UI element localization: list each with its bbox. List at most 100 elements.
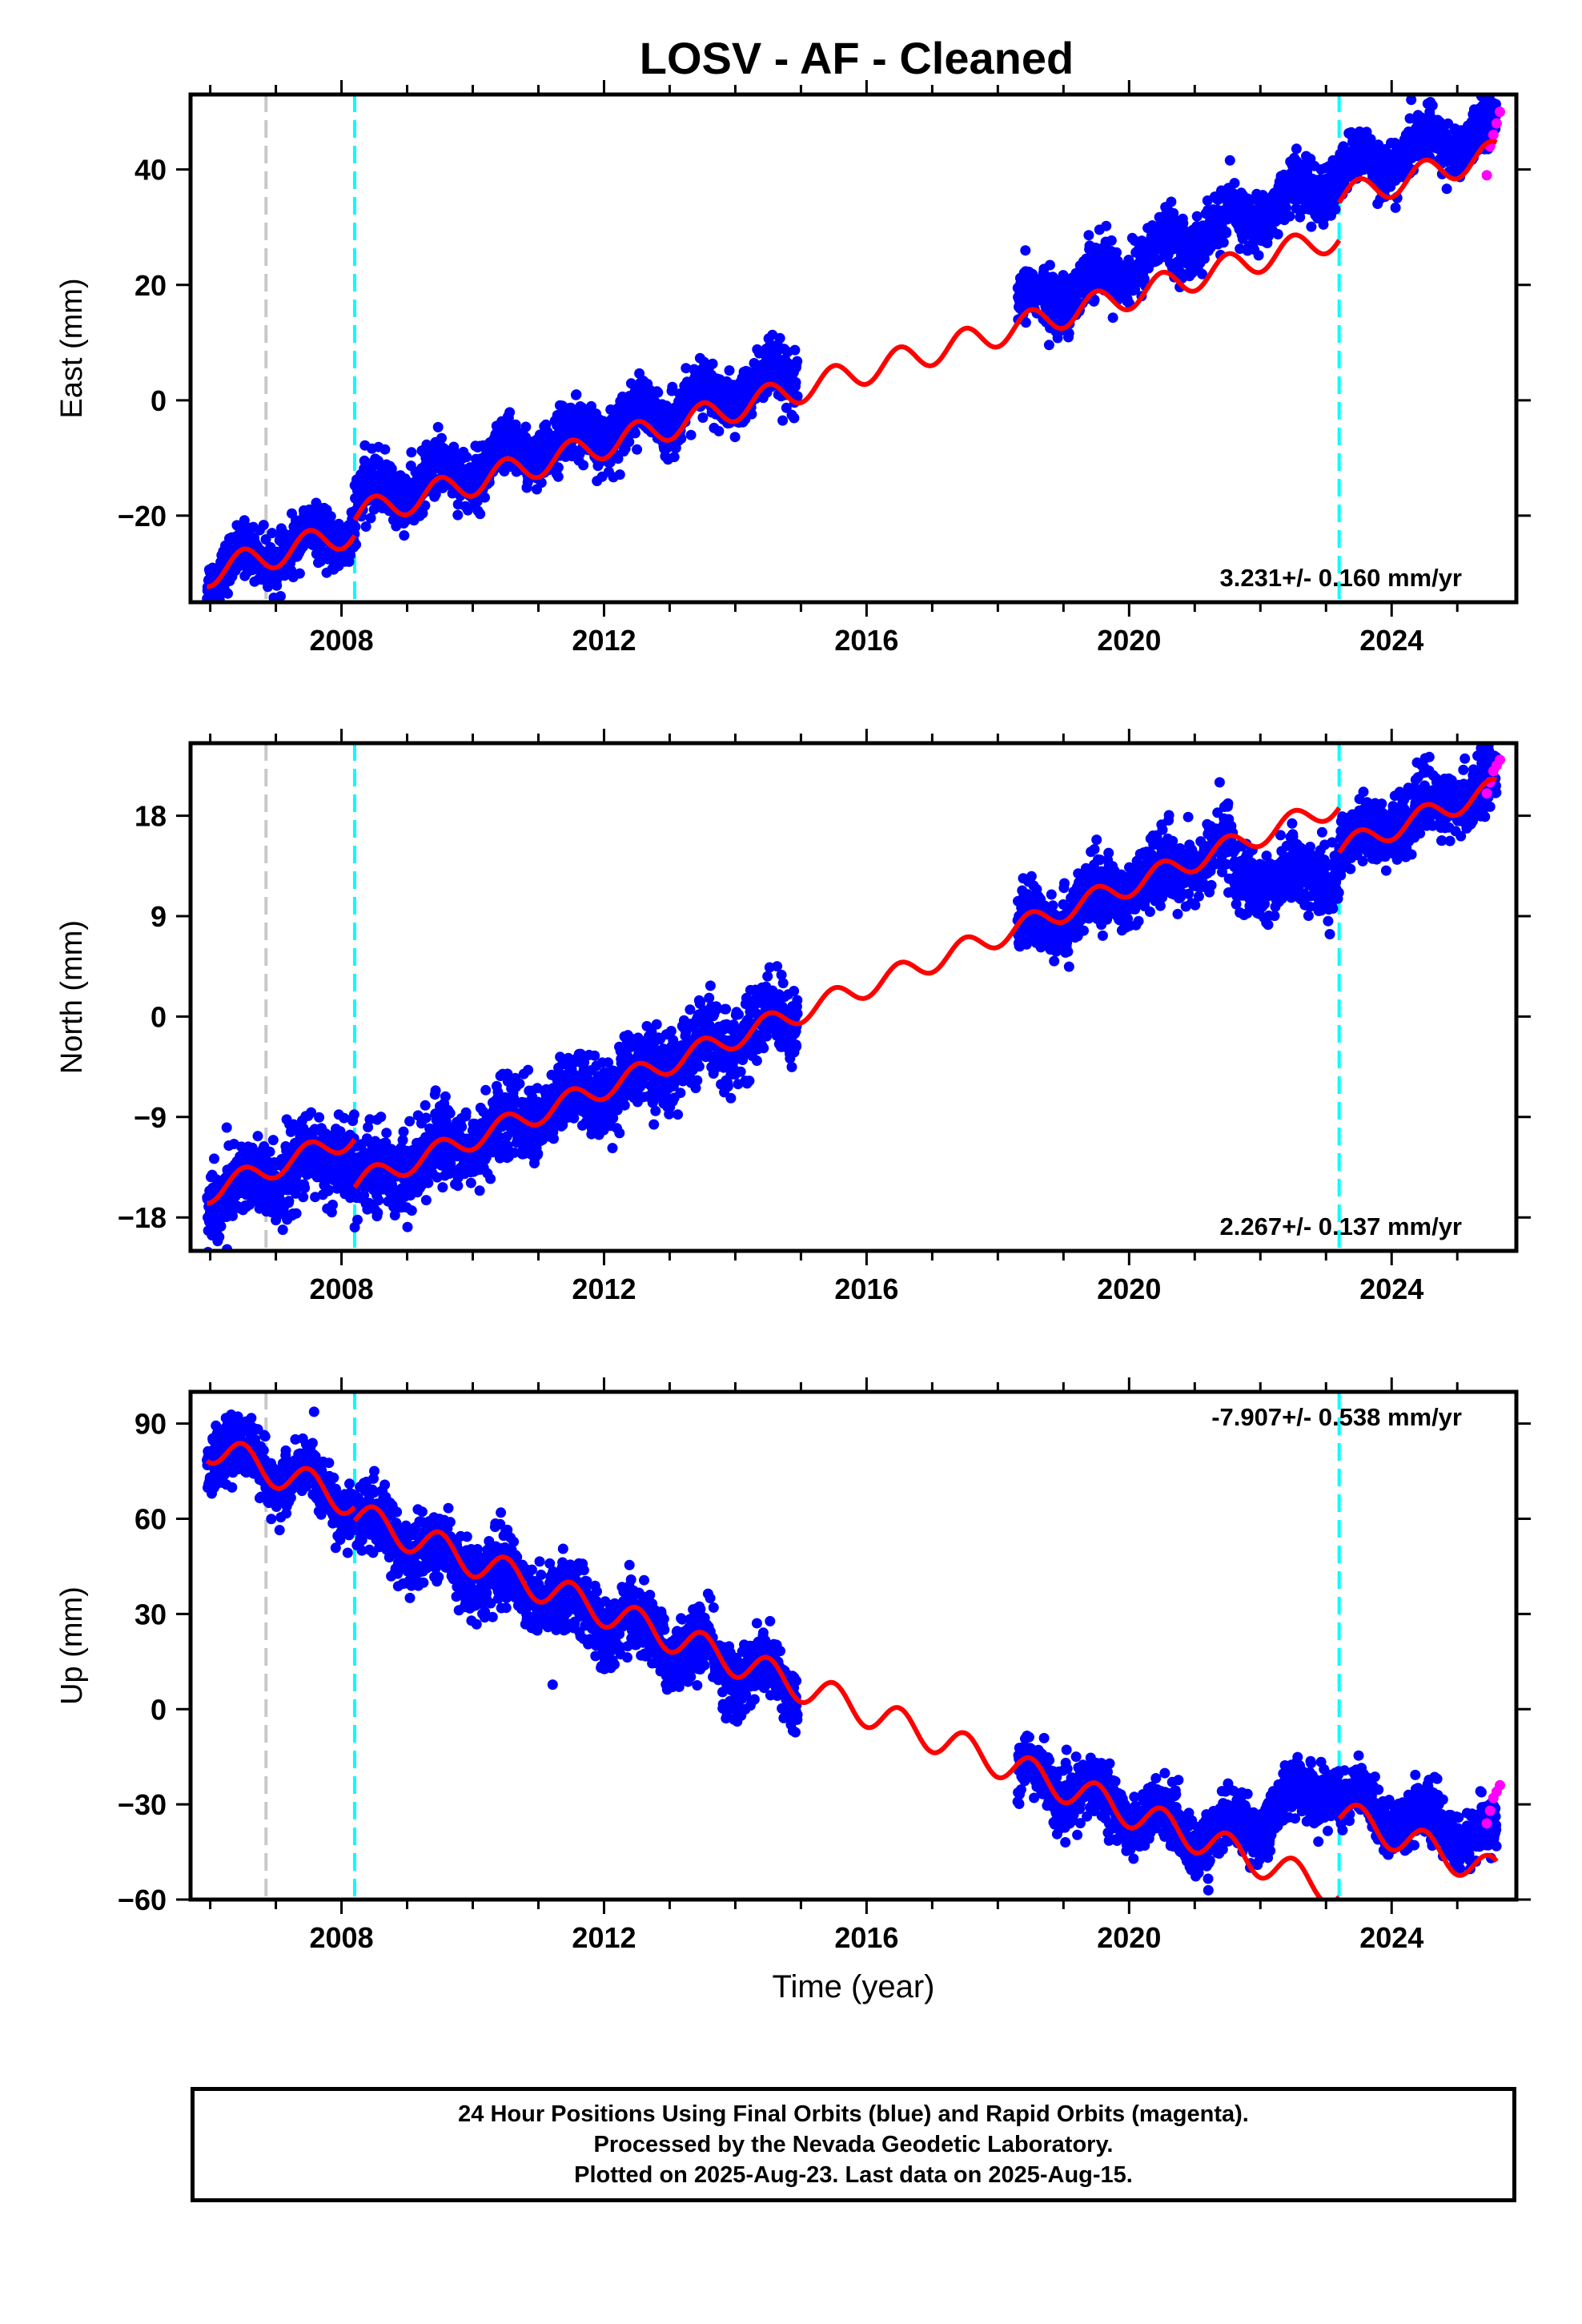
data-point xyxy=(1306,221,1317,232)
data-point xyxy=(624,436,635,448)
data-point xyxy=(586,400,596,412)
rapid-orbit-point xyxy=(1495,107,1505,118)
data-point xyxy=(612,453,624,464)
data-point xyxy=(1221,227,1232,239)
data-point xyxy=(448,441,460,452)
data-point xyxy=(480,1084,492,1096)
data-point xyxy=(348,1109,359,1120)
data-point xyxy=(381,1128,392,1139)
rapid-orbit-point xyxy=(1488,129,1499,140)
data-point xyxy=(713,425,725,436)
data-point xyxy=(252,1131,263,1142)
data-point xyxy=(1101,220,1112,231)
data-point xyxy=(475,509,486,520)
x-tick-label: 2016 xyxy=(834,624,898,657)
y-tick-label: 40 xyxy=(135,154,167,187)
data-point xyxy=(1390,202,1401,213)
data-point xyxy=(789,344,801,356)
data-point xyxy=(1106,235,1117,246)
data-point xyxy=(514,1078,525,1089)
data-point xyxy=(1218,237,1229,248)
data-point xyxy=(1166,196,1177,207)
data-point xyxy=(420,1112,432,1124)
data-point xyxy=(1043,340,1054,351)
data-point xyxy=(697,412,709,423)
y-axis-label: East (mm) xyxy=(55,278,89,418)
data-point xyxy=(239,515,250,526)
data-point xyxy=(267,528,278,539)
data-point xyxy=(214,1232,225,1243)
data-point xyxy=(790,377,801,388)
data-point xyxy=(345,549,356,561)
data-point xyxy=(781,402,792,413)
data-point xyxy=(223,588,233,599)
data-point xyxy=(406,1205,417,1216)
data-point xyxy=(792,391,803,402)
data-point xyxy=(420,1195,432,1206)
data-point xyxy=(1427,100,1438,111)
data-point xyxy=(275,591,286,601)
data-point xyxy=(267,1135,279,1146)
data-point xyxy=(461,452,472,463)
data-point xyxy=(327,1200,338,1210)
data-point xyxy=(299,1182,311,1193)
data-point xyxy=(264,1146,275,1157)
data-point xyxy=(729,432,741,443)
data-point xyxy=(258,520,269,531)
data-point xyxy=(432,421,444,432)
data-point xyxy=(423,1177,434,1188)
data-point xyxy=(360,521,371,532)
data-point xyxy=(452,509,464,521)
data-point xyxy=(436,432,447,444)
data-point xyxy=(379,444,391,455)
data-point xyxy=(1020,245,1031,256)
data-point xyxy=(632,444,643,455)
data-point xyxy=(215,1220,227,1232)
data-point xyxy=(291,1208,302,1219)
data-point xyxy=(1083,230,1094,241)
data-point xyxy=(792,356,803,367)
data-point xyxy=(578,460,589,471)
y-tick-label: 20 xyxy=(135,269,167,302)
data-point xyxy=(532,1148,544,1160)
data-point xyxy=(372,456,383,466)
x-tick-label: 2008 xyxy=(310,624,374,657)
data-point xyxy=(707,358,718,369)
data-point xyxy=(667,381,678,392)
data-point xyxy=(444,1108,456,1119)
data-point xyxy=(440,1091,451,1102)
data-point xyxy=(406,447,417,458)
data-point xyxy=(552,471,564,482)
data-point xyxy=(386,463,397,474)
data-point xyxy=(1253,250,1264,261)
data-point xyxy=(474,1185,485,1196)
rapid-orbit-point xyxy=(1481,170,1492,181)
data-point xyxy=(1229,178,1240,189)
y-tick-label: −20 xyxy=(118,500,167,533)
data-point xyxy=(1272,229,1283,239)
data-point xyxy=(777,415,789,426)
page-title: LOSV - AF - Cleaned xyxy=(639,33,1074,83)
data-point xyxy=(536,477,547,489)
data-point xyxy=(520,421,532,432)
data-point xyxy=(685,429,697,440)
data-point xyxy=(298,1192,309,1203)
data-point xyxy=(221,1122,232,1133)
data-point xyxy=(399,530,410,541)
data-point xyxy=(430,1085,441,1096)
data-point xyxy=(352,1214,363,1225)
data-point xyxy=(614,469,625,480)
data-point xyxy=(420,500,431,511)
data-point xyxy=(430,489,441,500)
data-point xyxy=(325,511,336,522)
data-point xyxy=(373,1195,384,1206)
data-point xyxy=(401,515,412,526)
data-point xyxy=(1044,259,1055,271)
rate-label: 3.231+/- 0.160 mm/yr xyxy=(1220,564,1462,592)
x-tick-label: 2024 xyxy=(1359,624,1423,657)
data-point xyxy=(1330,203,1341,215)
data-point xyxy=(1441,183,1452,195)
